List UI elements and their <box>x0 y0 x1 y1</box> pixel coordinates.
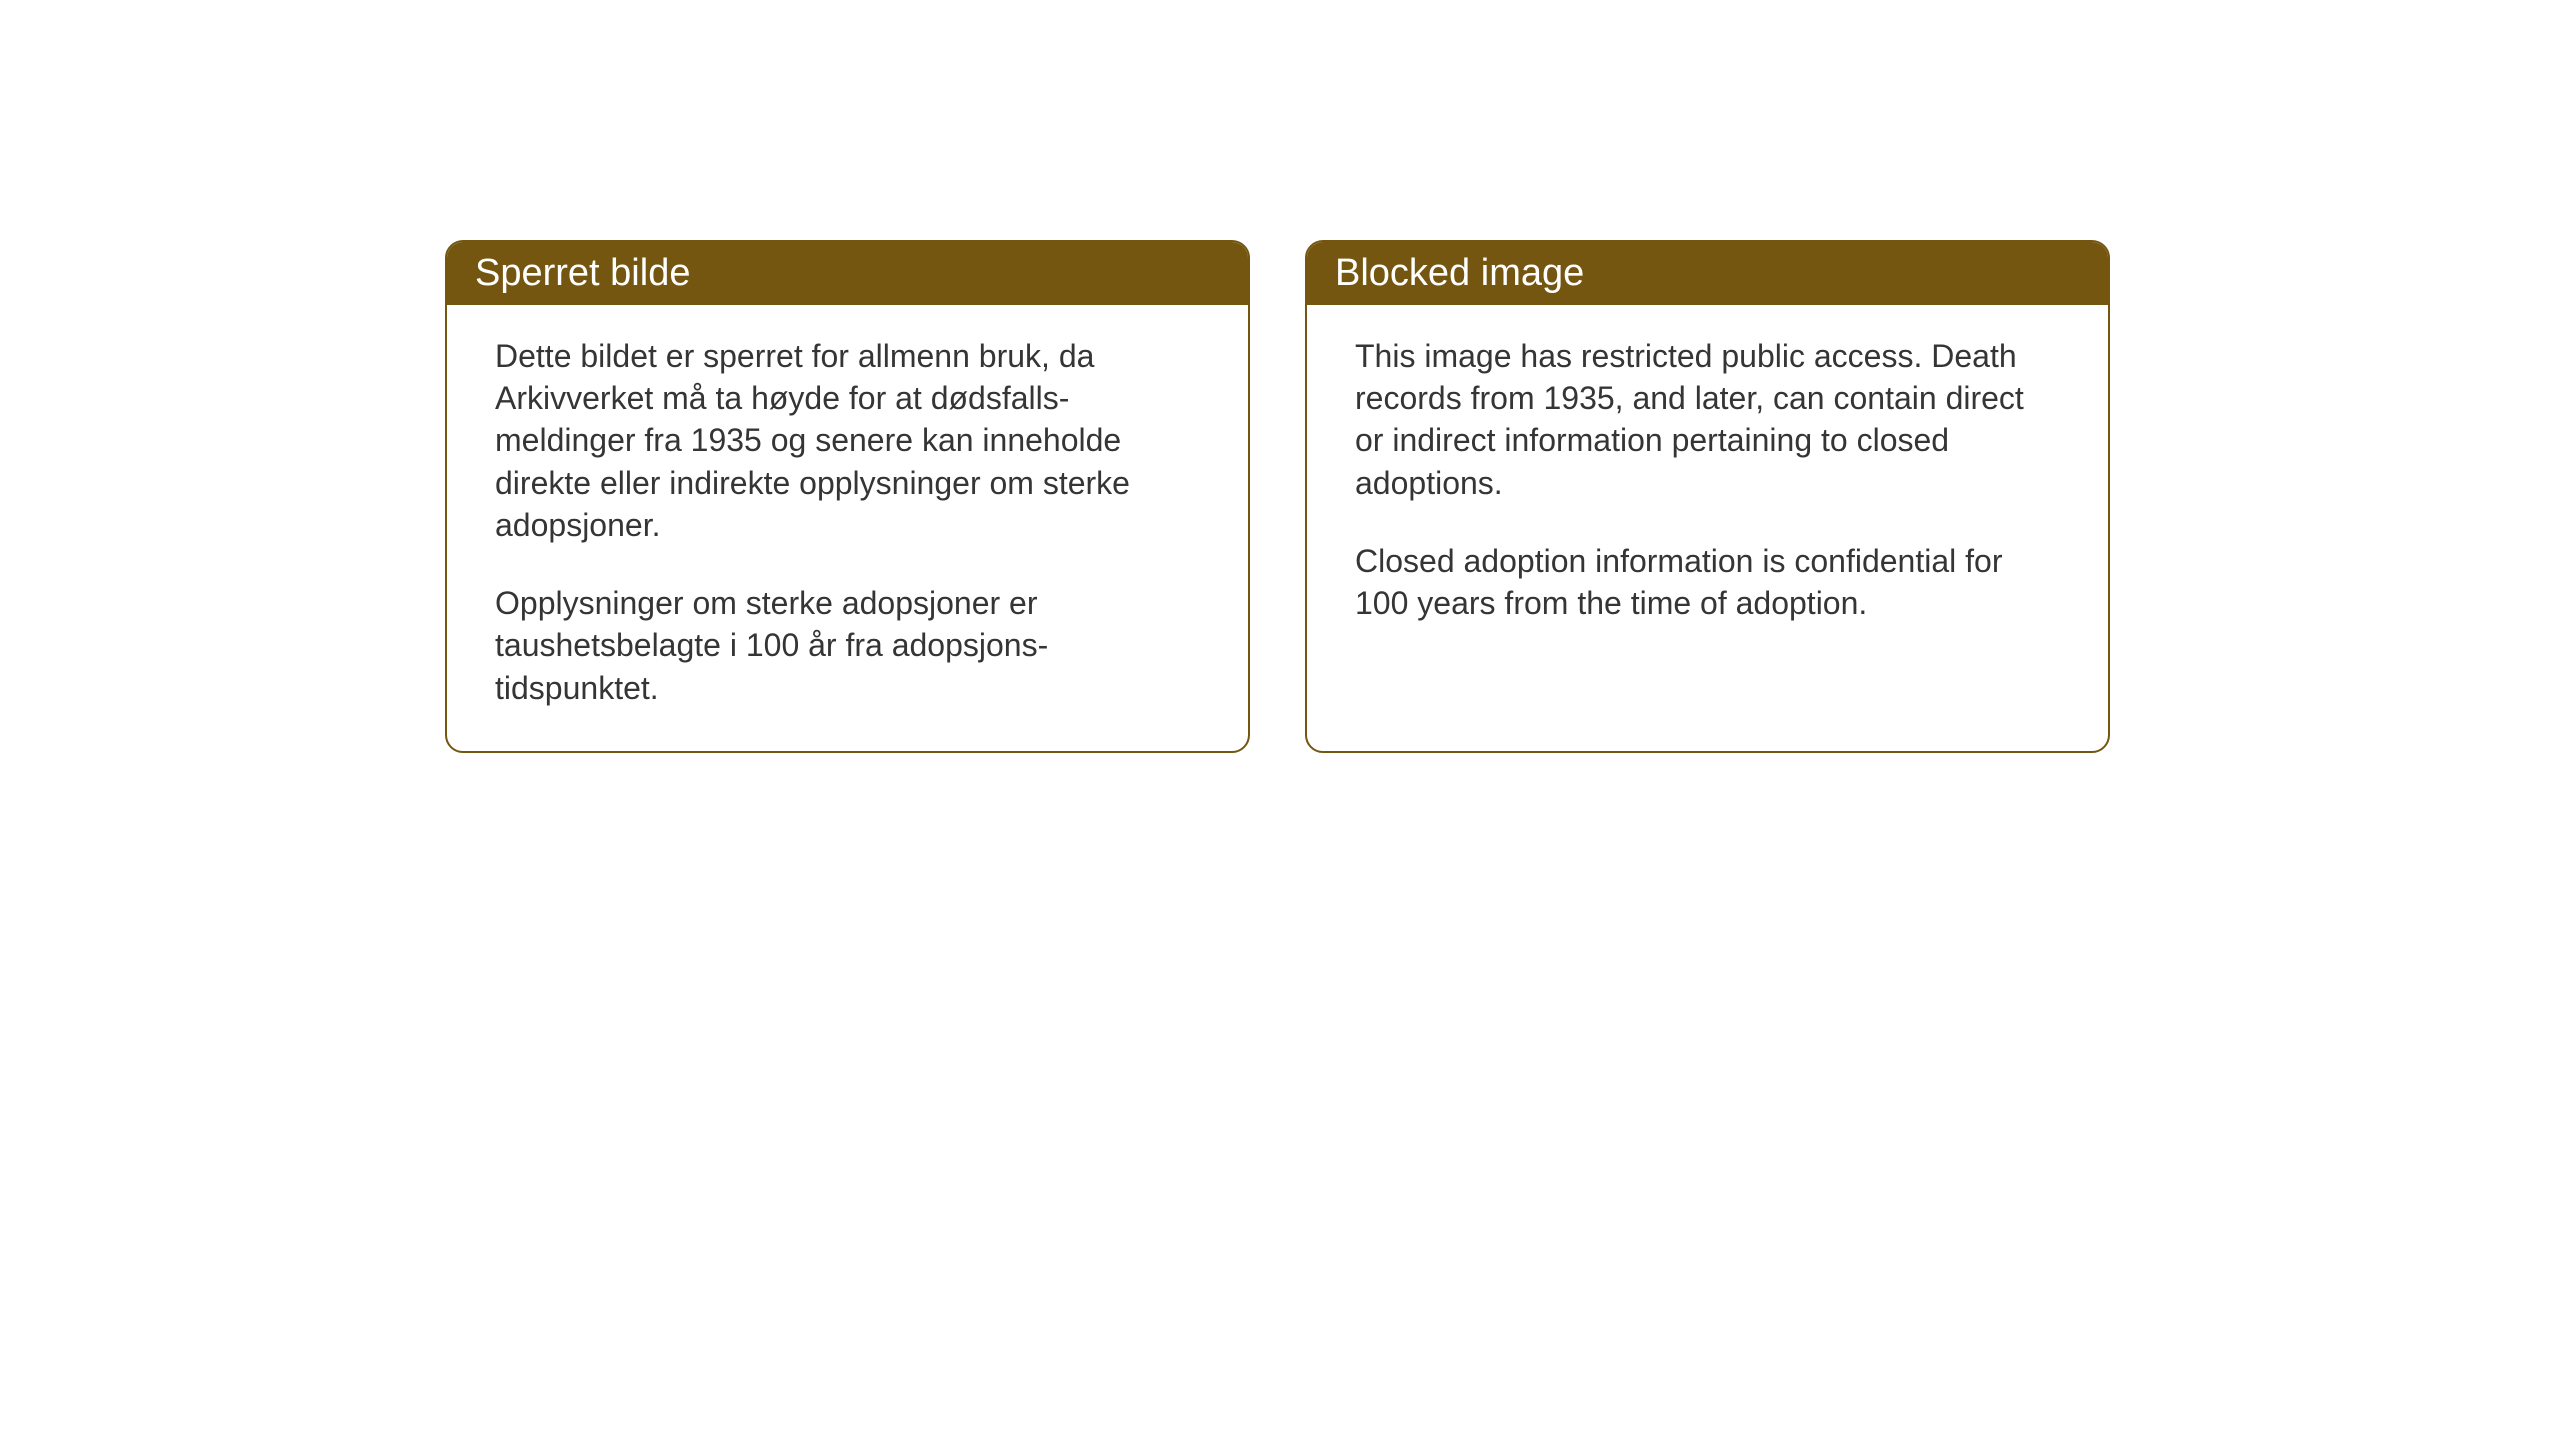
notice-paragraph: Opplysninger om sterke adopsjoner er tau… <box>495 582 1200 709</box>
notice-box-english: Blocked image This image has restricted … <box>1305 240 2110 753</box>
notice-header-norwegian: Sperret bilde <box>447 242 1248 305</box>
notice-box-norwegian: Sperret bilde Dette bildet er sperret fo… <box>445 240 1250 753</box>
notice-header-english: Blocked image <box>1307 242 2108 305</box>
notice-paragraph: Closed adoption information is confident… <box>1355 540 2060 624</box>
notice-container: Sperret bilde Dette bildet er sperret fo… <box>445 240 2110 753</box>
notice-body-norwegian: Dette bildet er sperret for allmenn bruk… <box>447 305 1248 751</box>
notice-paragraph: Dette bildet er sperret for allmenn bruk… <box>495 335 1200 546</box>
notice-body-english: This image has restricted public access.… <box>1307 305 2108 724</box>
notice-paragraph: This image has restricted public access.… <box>1355 335 2060 504</box>
